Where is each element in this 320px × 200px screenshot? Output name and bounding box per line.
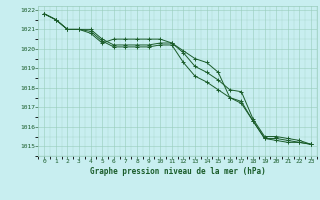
X-axis label: Graphe pression niveau de la mer (hPa): Graphe pression niveau de la mer (hPa) [90, 167, 266, 176]
